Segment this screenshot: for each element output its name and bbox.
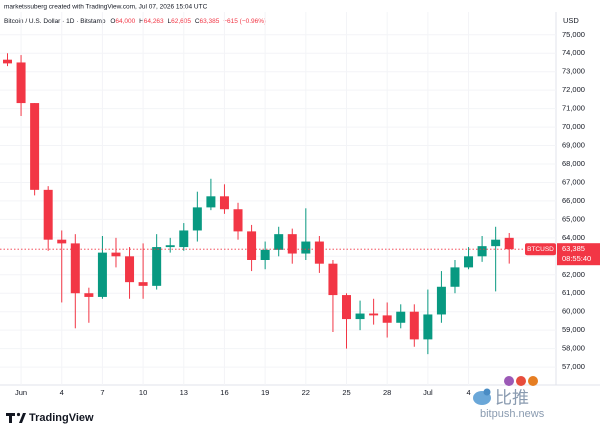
ohlc-value: 64,263 — [144, 18, 164, 25]
y-tick-label: 58,000 — [562, 344, 585, 353]
candle-body — [233, 209, 243, 232]
x-tick-label: Jul — [423, 388, 433, 397]
brand: TradingView — [29, 412, 94, 424]
ohlc-key: L — [167, 18, 171, 25]
y-tick-label: 62,000 — [562, 270, 585, 279]
candle-body — [3, 59, 12, 64]
candle-body — [477, 246, 487, 257]
watermark-logo: 比推 — [495, 388, 529, 407]
x-tick-label: 22 — [302, 388, 310, 397]
y-tick-label: 60,000 — [562, 307, 585, 316]
y-tick-label: 69,000 — [562, 141, 585, 150]
x-tick-label: 13 — [180, 388, 188, 397]
x-tick-label: Jun — [15, 388, 27, 397]
candle-body — [84, 293, 94, 297]
candle-body — [287, 234, 297, 254]
tradingview-logo: TradingView — [6, 412, 94, 424]
x-tick-label: 16 — [220, 388, 228, 397]
candle-body — [138, 282, 148, 286]
y-tick-label: 57,000 — [562, 362, 585, 371]
candle-body — [152, 247, 162, 286]
subtitle: marketssuberg created with TradingView.c… — [4, 4, 208, 11]
candle-body — [423, 314, 433, 340]
x-tick-label: 19 — [261, 388, 269, 397]
symbol-tag — [525, 243, 556, 256]
x-tick-label: 7 — [100, 388, 104, 397]
y-tick-label: 71,000 — [562, 104, 585, 113]
y-tick-label: 65,000 — [562, 214, 585, 223]
ohlc-value: 64,000 — [115, 18, 135, 25]
candle-body — [30, 103, 40, 190]
y-tick-label: 72,000 — [562, 85, 585, 94]
symbol-label: BTCUSD — [527, 246, 554, 253]
candle-body — [125, 256, 135, 283]
title: Bitcoin / U.S. Dollar · 1D · Bitstamp — [4, 18, 106, 25]
candle-body — [369, 313, 379, 316]
candle-body — [301, 241, 311, 254]
countdown-label: 08:55:40 — [562, 254, 591, 263]
price-tag — [557, 243, 600, 266]
candle-body — [274, 234, 284, 250]
candle-body — [382, 315, 392, 323]
candle-body — [247, 231, 257, 260]
candle-body — [97, 252, 107, 297]
ohlc-key: O — [110, 18, 115, 25]
candle-body — [396, 311, 406, 323]
candle-body — [504, 237, 514, 250]
candle-body — [70, 243, 80, 294]
y-tick-label: 73,000 — [562, 67, 585, 76]
candle-body — [328, 263, 338, 296]
candle-body — [260, 249, 270, 260]
candle-body — [179, 230, 189, 248]
candle-body — [491, 239, 501, 247]
x-tick-label: 28 — [383, 388, 391, 397]
candle-body — [57, 239, 67, 244]
watermark: 比推 bitpush.news — [473, 376, 545, 420]
y-tick-label: 66,000 — [562, 196, 585, 205]
y-tick-label: 75,000 — [562, 30, 585, 39]
y-tick-label: 59,000 — [562, 325, 585, 334]
y-tick-label: 70,000 — [562, 122, 585, 131]
y-tick-label: 64,000 — [562, 233, 585, 242]
x-tick-label: 4 — [466, 388, 470, 397]
y-tick-label: 61,000 — [562, 288, 585, 297]
candle-body — [43, 189, 53, 240]
y-tick-label: 74,000 — [562, 48, 585, 57]
candle-body — [192, 207, 202, 231]
ohlc-value: 62,605 — [171, 18, 191, 25]
x-tick-label: 4 — [60, 388, 64, 397]
ohlc-key: C — [195, 18, 200, 25]
candle-body — [219, 196, 229, 210]
candle-body — [342, 295, 351, 320]
candle-body — [314, 241, 324, 264]
currency: USD — [563, 16, 579, 25]
change: −615 (−0.96%) — [223, 18, 266, 25]
candle-body — [464, 256, 474, 268]
candle-body — [16, 62, 26, 104]
x-tick-label: 25 — [342, 388, 350, 397]
candle-body — [409, 311, 419, 340]
legend: Bitcoin / U.S. Dollar · 1D · Bitstamp O6… — [4, 18, 266, 25]
ohlc-key: H — [139, 18, 144, 25]
x-tick-label: 10 — [139, 388, 147, 397]
candle-body — [450, 267, 460, 287]
ohlc-value: 63,385 — [200, 18, 220, 25]
candle-body — [206, 196, 216, 208]
price-label: 63,385 — [562, 244, 585, 253]
candle-body — [165, 245, 175, 248]
y-tick-label: 67,000 — [562, 177, 585, 186]
candle-body — [355, 313, 365, 320]
watermark-site: bitpush.news — [480, 408, 545, 420]
candle-body — [436, 286, 446, 315]
candle-body — [111, 252, 121, 257]
y-tick-label: 68,000 — [562, 159, 585, 168]
